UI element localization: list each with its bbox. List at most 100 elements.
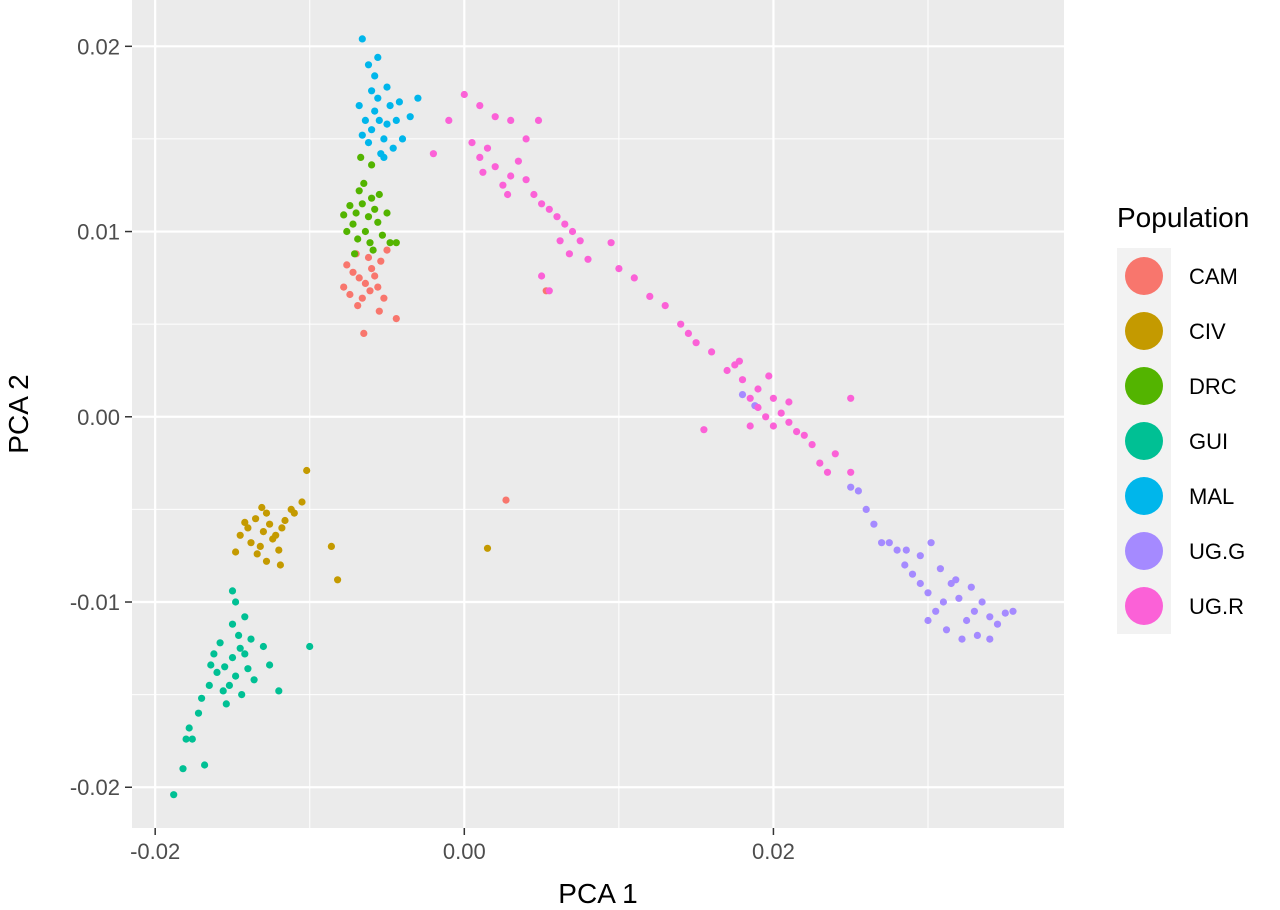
data-point <box>885 539 893 547</box>
data-point <box>241 518 249 527</box>
data-point <box>395 98 403 106</box>
data-point <box>221 663 229 671</box>
legend-label: CAM <box>1189 264 1238 289</box>
data-point <box>793 428 801 436</box>
series-mal <box>355 35 422 161</box>
data-point <box>392 315 400 323</box>
data-point <box>358 200 366 208</box>
data-point <box>371 72 379 80</box>
data-point <box>298 498 306 506</box>
data-point <box>476 102 484 110</box>
data-point <box>219 687 227 695</box>
data-point <box>262 509 271 517</box>
data-point <box>346 202 354 210</box>
data-point <box>349 268 357 276</box>
data-point <box>371 272 379 280</box>
data-point <box>281 516 289 525</box>
data-point <box>306 642 314 651</box>
data-point <box>398 135 407 143</box>
data-point <box>358 294 366 302</box>
data-point <box>847 394 855 402</box>
legend-item: GUI <box>1125 422 1228 460</box>
data-point <box>386 102 394 110</box>
data-point <box>970 607 979 615</box>
data-point <box>368 126 376 134</box>
legend-swatch <box>1125 477 1163 515</box>
data-point <box>354 235 362 243</box>
y-tick-label: -0.01 <box>70 590 120 615</box>
data-point <box>258 503 266 512</box>
data-point <box>754 403 762 412</box>
data-point <box>198 694 206 702</box>
data-point <box>232 548 240 556</box>
data-point <box>392 239 400 247</box>
data-point <box>507 172 515 180</box>
data-point <box>368 161 376 169</box>
data-point <box>364 213 373 221</box>
data-point <box>584 255 592 263</box>
series-ug-r <box>429 90 855 476</box>
data-point <box>534 116 543 124</box>
data-point <box>507 116 515 124</box>
data-point <box>355 187 363 195</box>
data-point <box>250 676 258 684</box>
data-point <box>785 398 793 406</box>
data-point <box>207 661 215 669</box>
data-point <box>878 539 886 547</box>
data-point <box>854 487 863 495</box>
data-point <box>386 239 394 247</box>
data-point <box>973 631 982 640</box>
data-point <box>939 598 948 606</box>
data-point <box>927 539 935 547</box>
data-point <box>967 583 975 591</box>
data-point <box>182 735 190 743</box>
data-point <box>800 431 808 439</box>
data-point <box>235 631 243 640</box>
legend-title: Population <box>1117 202 1249 233</box>
data-point <box>361 279 369 287</box>
data-point <box>978 598 986 606</box>
data-point <box>902 546 910 554</box>
data-point <box>358 131 366 139</box>
legend: Population CAM CIV DRC GUI MAL UG.G UG.R <box>1117 202 1249 634</box>
data-point <box>746 422 754 430</box>
data-point <box>380 294 388 302</box>
data-point <box>371 107 379 115</box>
data-point <box>375 307 383 315</box>
data-point <box>241 613 249 621</box>
data-point <box>266 520 274 528</box>
data-point <box>346 290 354 299</box>
data-point <box>700 426 708 434</box>
data-point <box>491 163 499 171</box>
data-point <box>361 116 369 124</box>
data-point <box>383 209 391 217</box>
data-point <box>352 209 360 217</box>
data-point <box>201 761 209 769</box>
data-point <box>364 61 373 69</box>
series-ug-g <box>738 391 1017 643</box>
data-point <box>553 213 561 221</box>
data-point <box>754 385 762 393</box>
data-point <box>576 237 584 245</box>
data-point <box>228 620 237 628</box>
data-point <box>646 292 654 300</box>
data-point <box>360 329 368 337</box>
data-point <box>357 153 365 161</box>
data-point <box>290 509 298 517</box>
data-point <box>340 211 348 219</box>
data-points <box>170 35 1017 799</box>
data-point <box>870 520 878 528</box>
data-point <box>692 339 700 347</box>
legend-label: GUI <box>1189 429 1228 454</box>
data-point <box>479 168 487 176</box>
data-point <box>368 87 376 95</box>
data-point <box>366 287 374 295</box>
data-point <box>236 531 244 539</box>
data-point <box>556 237 564 245</box>
data-point <box>785 418 793 426</box>
data-point <box>565 250 574 258</box>
data-point <box>502 496 510 504</box>
data-point <box>963 616 971 625</box>
data-point <box>765 372 773 380</box>
